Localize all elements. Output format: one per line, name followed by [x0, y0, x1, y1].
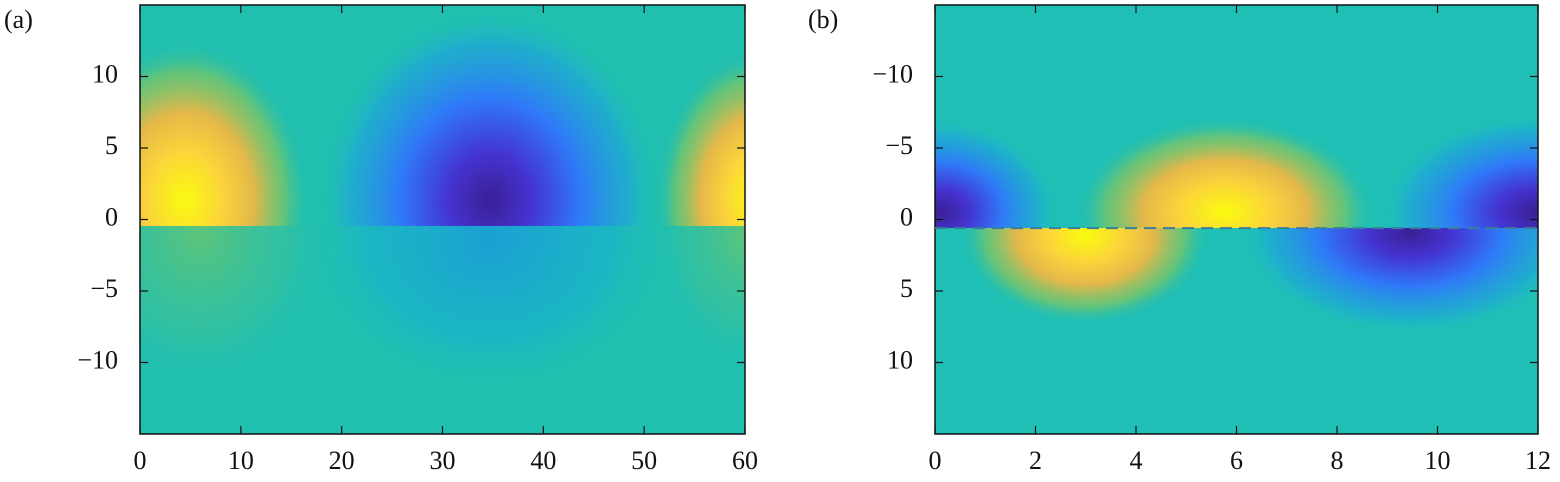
y-tick-label: 5 — [105, 131, 118, 160]
y-tick-label: −5 — [885, 131, 913, 160]
x-tick-label: 8 — [1331, 446, 1344, 475]
y-tick-label: −10 — [77, 345, 118, 374]
y-tick-label: 10 — [887, 345, 913, 374]
y-tick-label: 5 — [900, 274, 913, 303]
x-tick-label: 30 — [430, 446, 456, 475]
y-tick-label: −5 — [90, 274, 118, 303]
x-tick-label: 4 — [1130, 446, 1143, 475]
y-tick-label: 10 — [92, 59, 118, 88]
x-tick-label: 40 — [530, 446, 556, 475]
x-tick-label: 10 — [1425, 446, 1451, 475]
y-tick-label: −10 — [872, 59, 913, 88]
x-tick-label: 0 — [929, 446, 942, 475]
y-tick-label: 0 — [105, 202, 118, 231]
panel-label: (a) — [4, 5, 33, 34]
y-tick-label: 0 — [900, 202, 913, 231]
field-b — [935, 5, 1538, 434]
x-tick-label: 10 — [228, 446, 254, 475]
x-tick-label: 0 — [134, 446, 147, 475]
x-tick-label: 2 — [1029, 446, 1042, 475]
x-tick-label: 12 — [1525, 446, 1551, 475]
panel-label: (b) — [808, 5, 838, 34]
x-tick-label: 50 — [631, 446, 657, 475]
x-tick-label: 20 — [329, 446, 355, 475]
field-a — [140, 5, 745, 434]
x-tick-label: 6 — [1230, 446, 1243, 475]
x-tick-label: 60 — [732, 446, 758, 475]
